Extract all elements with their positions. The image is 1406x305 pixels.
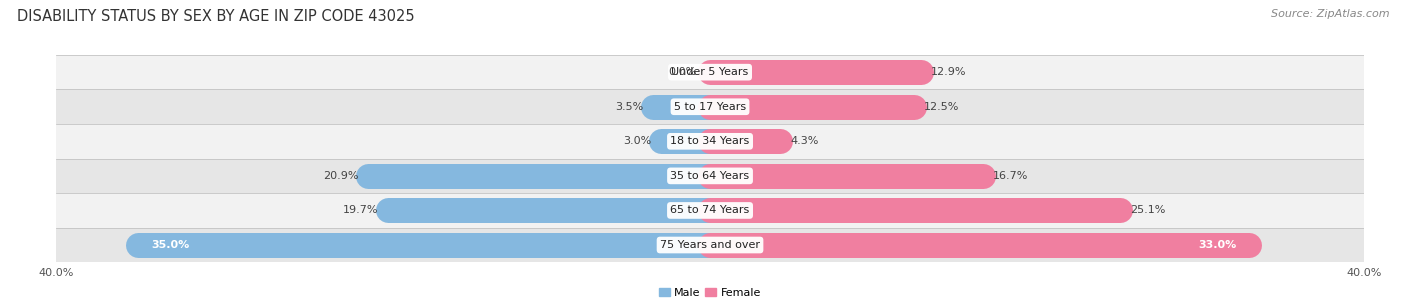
Text: Under 5 Years: Under 5 Years	[672, 67, 748, 77]
Text: 4.3%: 4.3%	[790, 136, 818, 146]
Legend: Male, Female: Male, Female	[654, 283, 766, 302]
Text: 19.7%: 19.7%	[343, 206, 378, 215]
Bar	[56, 89, 1364, 124]
Bar	[56, 124, 1364, 159]
Text: 16.7%: 16.7%	[993, 171, 1028, 181]
Bar	[56, 193, 1364, 228]
Text: 20.9%: 20.9%	[323, 171, 359, 181]
Text: 3.0%: 3.0%	[623, 136, 651, 146]
Text: 0.0%: 0.0%	[669, 67, 697, 77]
Text: DISABILITY STATUS BY SEX BY AGE IN ZIP CODE 43025: DISABILITY STATUS BY SEX BY AGE IN ZIP C…	[17, 9, 415, 24]
Text: 18 to 34 Years: 18 to 34 Years	[671, 136, 749, 146]
Text: 35.0%: 35.0%	[150, 240, 190, 250]
Text: 12.9%: 12.9%	[931, 67, 966, 77]
Text: 3.5%: 3.5%	[614, 102, 643, 112]
Text: 12.5%: 12.5%	[924, 102, 959, 112]
Text: 75 Years and over: 75 Years and over	[659, 240, 761, 250]
Text: 5 to 17 Years: 5 to 17 Years	[673, 102, 747, 112]
Text: 65 to 74 Years: 65 to 74 Years	[671, 206, 749, 215]
Text: 35 to 64 Years: 35 to 64 Years	[671, 171, 749, 181]
Bar	[56, 159, 1364, 193]
Bar	[56, 228, 1364, 262]
Text: Source: ZipAtlas.com: Source: ZipAtlas.com	[1271, 9, 1389, 19]
Text: 25.1%: 25.1%	[1130, 206, 1166, 215]
Text: 33.0%: 33.0%	[1198, 240, 1236, 250]
Bar	[56, 55, 1364, 89]
